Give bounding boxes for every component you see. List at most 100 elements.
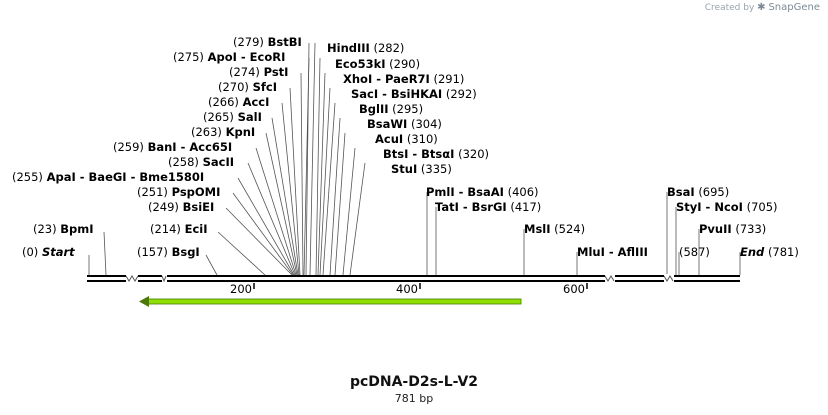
site-leader-lines: [88, 42, 741, 276]
site-enzyme-name: SalI: [238, 110, 262, 124]
site-label-7[interactable]: (263) KpnI: [191, 125, 255, 139]
site-enzyme-name: BglII: [359, 102, 389, 116]
site-enzyme-name: BanI - Acc65I: [148, 140, 233, 154]
site-position: (259): [113, 140, 144, 154]
site-label-33[interactable]: PvuII (733): [699, 222, 766, 236]
site-enzyme-name: Start: [42, 245, 75, 259]
feature-arrow-head[interactable]: [139, 296, 149, 307]
site-enzyme-name: SacII: [203, 155, 234, 169]
site-label-28[interactable]: MslI (524): [524, 222, 585, 236]
site-enzyme-name: StuI: [391, 162, 417, 176]
site-position: (157): [137, 245, 168, 259]
site-leader-line: [232, 192, 294, 276]
site-label-24[interactable]: BtsI - BtsαI (320): [383, 147, 489, 161]
site-enzyme-name: PmlI - BsaAI: [426, 185, 504, 199]
site-label-6[interactable]: (265) SalI: [203, 110, 262, 124]
site-label-8[interactable]: (259) BanI - Acc65I: [113, 140, 232, 154]
ruler: 200 400 600: [230, 282, 588, 296]
site-enzyme-name: End: [740, 245, 765, 259]
site-position: (266): [208, 95, 239, 109]
sequence-backbone: [87, 274, 740, 283]
site-leader-line: [317, 72, 326, 276]
site-leader-line: [315, 57, 321, 276]
site-position: (304): [411, 117, 442, 131]
site-position: (265): [203, 110, 234, 124]
site-position: (0): [22, 245, 38, 259]
site-leader-line: [225, 207, 293, 276]
site-label-1[interactable]: (279) BstBI: [233, 35, 302, 49]
site-leader-line: [265, 132, 298, 276]
site-label-20[interactable]: SacI - BsiHKAI (292): [351, 87, 477, 101]
ruler-label-200: 200: [230, 282, 252, 296]
site-label-29[interactable]: MluI - AflIII: [577, 245, 648, 259]
site-label-5[interactable]: (266) AccI: [208, 95, 269, 109]
site-position: (320): [458, 147, 489, 161]
site-label-22[interactable]: BsaWI (304): [367, 117, 442, 131]
site-label-4[interactable]: (270) SfcI: [218, 80, 277, 94]
site-leader-line: [349, 162, 366, 276]
site-label-11[interactable]: (251) PspOMI: [137, 185, 220, 199]
site-enzyme-name: BsaI: [667, 185, 695, 199]
site-label-34[interactable]: End (781): [740, 245, 799, 259]
site-label-9[interactable]: (258) SacII: [168, 155, 234, 169]
site-label-23[interactable]: AcuI (310): [375, 132, 438, 146]
site-label-21[interactable]: BglII (295): [359, 102, 423, 116]
feature-arrow-body[interactable]: [144, 298, 522, 305]
site-label-12[interactable]: (249) BsiEI: [148, 200, 214, 214]
site-enzyme-name: TatI - BsrGI: [435, 200, 507, 214]
site-enzyme-name: StyI - NcoI: [676, 200, 743, 214]
sequence-length: 781 bp: [394, 392, 434, 405]
site-label-16[interactable]: (157) BsgI: [137, 245, 200, 259]
site-position: (781): [768, 245, 799, 259]
site-label-30[interactable]: (587): [679, 245, 710, 259]
feature-arrow[interactable]: [139, 296, 522, 307]
ruler-label-600: 600: [563, 282, 585, 296]
site-enzyme-name: SfcI: [253, 80, 277, 94]
site-enzyme-name: BpmI: [60, 222, 93, 236]
credit-prefix: Created by: [704, 3, 755, 13]
site-label-27[interactable]: TatI - BsrGI (417): [435, 200, 541, 214]
site-position: (295): [392, 102, 423, 116]
site-label-32[interactable]: StyI - NcoI (705): [676, 200, 778, 214]
site-label-19[interactable]: XhoI - PaeR7I (291): [343, 72, 464, 86]
site-position: (733): [735, 222, 766, 236]
site-leader-line: [103, 231, 107, 276]
site-leader-line: [255, 147, 297, 276]
restriction-map: 200 400 600 (279) BstBI(275) ApoI - EcoR…: [12, 35, 799, 307]
site-leader-line: [342, 147, 356, 276]
site-label-26[interactable]: PmlI - BsaAI (406): [426, 185, 539, 199]
site-leader-line: [237, 177, 295, 276]
site-label-15[interactable]: (0) Start: [22, 245, 75, 259]
site-leader-line: [247, 162, 296, 276]
site-enzyme-name: ApoI - EcoRI: [208, 50, 286, 64]
site-position: (310): [407, 132, 438, 146]
site-position: (335): [421, 162, 452, 176]
site-position: (406): [508, 185, 539, 199]
site-labels: (279) BstBI(275) ApoI - EcoRI(274) PstI(…: [12, 35, 799, 259]
site-enzyme-name: EciI: [185, 222, 208, 236]
site-leader-line: [329, 117, 341, 276]
site-label-17[interactable]: HindIII (282): [327, 41, 404, 55]
site-leader-line: [300, 72, 304, 276]
site-leader-line: [289, 87, 301, 276]
site-position: (251): [137, 185, 168, 199]
site-label-2[interactable]: (275) ApoI - EcoRI: [173, 50, 285, 64]
site-enzyme-name: PspOMI: [172, 185, 221, 199]
site-label-10[interactable]: (255) ApaI - BaeGI - Bme1580I: [12, 170, 204, 184]
site-label-3[interactable]: (274) PstI: [229, 65, 288, 79]
site-label-31[interactable]: BsaI (695): [667, 185, 729, 199]
site-label-14[interactable]: (23) BpmI: [33, 222, 94, 236]
site-position: (274): [229, 65, 260, 79]
site-label-18[interactable]: Eco53kI (290): [335, 57, 420, 71]
site-leader-line: [281, 102, 300, 276]
site-position: (282): [373, 41, 404, 55]
site-label-13[interactable]: (214) EciI: [150, 222, 208, 236]
break-mark: [126, 274, 138, 283]
site-position: (275): [173, 50, 204, 64]
site-position: (292): [446, 87, 477, 101]
site-position: (417): [510, 200, 541, 214]
site-label-25[interactable]: StuI (335): [391, 162, 452, 176]
site-enzyme-name: XhoI - PaeR7I: [343, 72, 430, 86]
site-position: (705): [747, 200, 778, 214]
site-leader-line: [309, 42, 316, 276]
